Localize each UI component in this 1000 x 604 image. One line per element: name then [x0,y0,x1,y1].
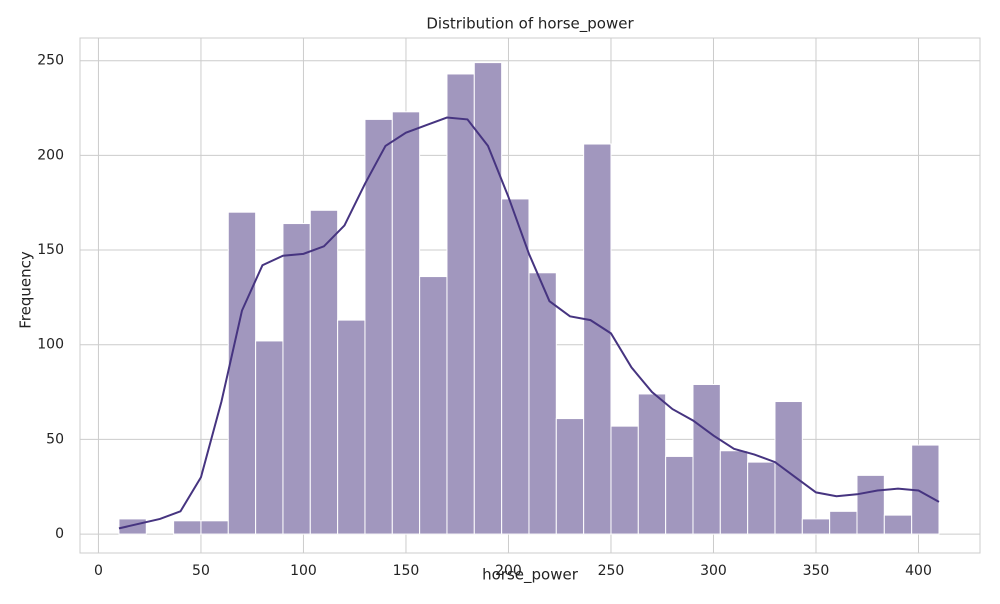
y-tick-label: 250 [37,53,64,69]
bar [173,520,202,535]
bar [583,143,612,535]
x-tick-label: 50 [192,563,210,579]
y-tick-label: 100 [37,337,64,353]
bar [473,62,503,535]
y-tick-label: 200 [37,147,64,163]
bar [555,418,585,535]
kde-line [118,116,940,530]
x-tick-label: 100 [290,563,317,579]
chart-title: Distribution of horse_power [426,15,634,34]
x-tick-label: 150 [393,563,420,579]
bar [309,209,339,535]
bar [282,223,311,535]
x-axis-label: horse_power [482,566,579,585]
bar [692,383,721,535]
bar [501,198,530,535]
y-tick-label: 50 [46,431,64,447]
bar [528,272,557,535]
bar [774,401,803,535]
bar [391,111,421,535]
x-tick-label: 200 [495,563,522,579]
bar [883,514,913,535]
y-tick-label: 0 [55,526,64,542]
x-tick-label: 400 [905,563,932,579]
bar [610,425,639,535]
bar [665,455,694,535]
y-axis-label: Frequency [17,251,35,329]
x-tick-label: 0 [94,563,103,579]
x-tick-label: 350 [803,563,830,579]
bar [801,518,831,535]
bar [856,474,885,535]
bar [637,393,667,535]
bar [446,73,475,535]
x-tick-label: 250 [598,563,625,579]
bar [829,510,858,535]
bar [200,520,229,535]
bar [227,211,257,535]
y-tick-label: 150 [37,242,64,258]
bar [747,461,776,535]
bar [719,450,749,535]
bar [337,319,366,535]
x-tick-label: 300 [700,563,727,579]
bar [255,340,284,535]
bar [419,276,448,535]
bar [364,118,393,535]
